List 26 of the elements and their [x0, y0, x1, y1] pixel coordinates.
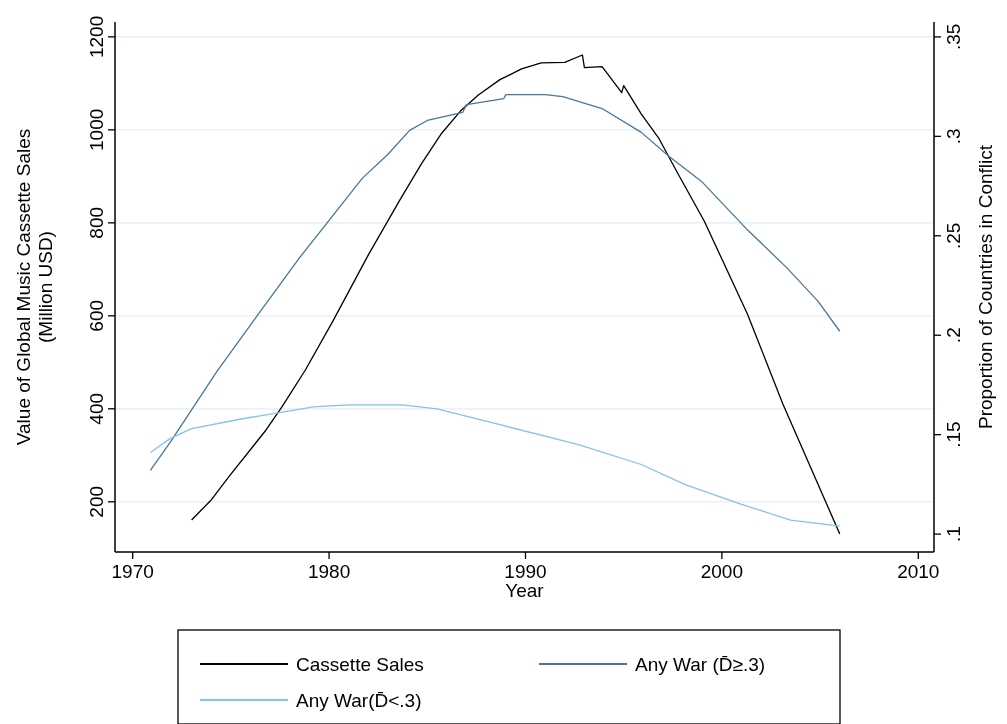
x-tick-label: 1980	[307, 561, 351, 582]
y-tick-label: 600	[86, 299, 107, 332]
y-tick-label: 200	[86, 485, 107, 518]
y2-tick-label: .35	[942, 23, 964, 51]
y2-tick-label: .25	[942, 222, 964, 249]
legend-label: Any War(D̄<.3)	[296, 690, 422, 711]
y-tick-label: 800	[86, 206, 107, 239]
y-tick-label: 1000	[86, 108, 107, 151]
y2-axis-title: Proportion of Countries in Conflict	[974, 144, 996, 430]
legend-label: Any War (D̄≥.3)	[635, 654, 766, 675]
x-tick-label: 1970	[111, 561, 154, 582]
y-axis-title: Value of Global Music Cassette Sales (Million USD)	[13, 128, 56, 446]
x-axis-title: Year	[505, 580, 545, 601]
x-tick-label: 1990	[504, 561, 547, 582]
y2-tick-label: .3	[942, 128, 964, 145]
y-tick-label: 400	[86, 392, 107, 425]
x-tick-label: 2000	[700, 561, 744, 582]
y-tick-label: 1200	[86, 15, 107, 59]
x-tick-label: 2010	[897, 561, 940, 582]
y2-tick-label: .1	[942, 526, 964, 543]
line-series	[149, 404, 841, 527]
legend-label: Cassette Sales	[296, 654, 424, 675]
line-series	[149, 93, 841, 472]
y2-tick-label: .15	[942, 421, 964, 448]
y2-tick-label: .2	[942, 327, 964, 344]
line-series	[190, 54, 841, 535]
